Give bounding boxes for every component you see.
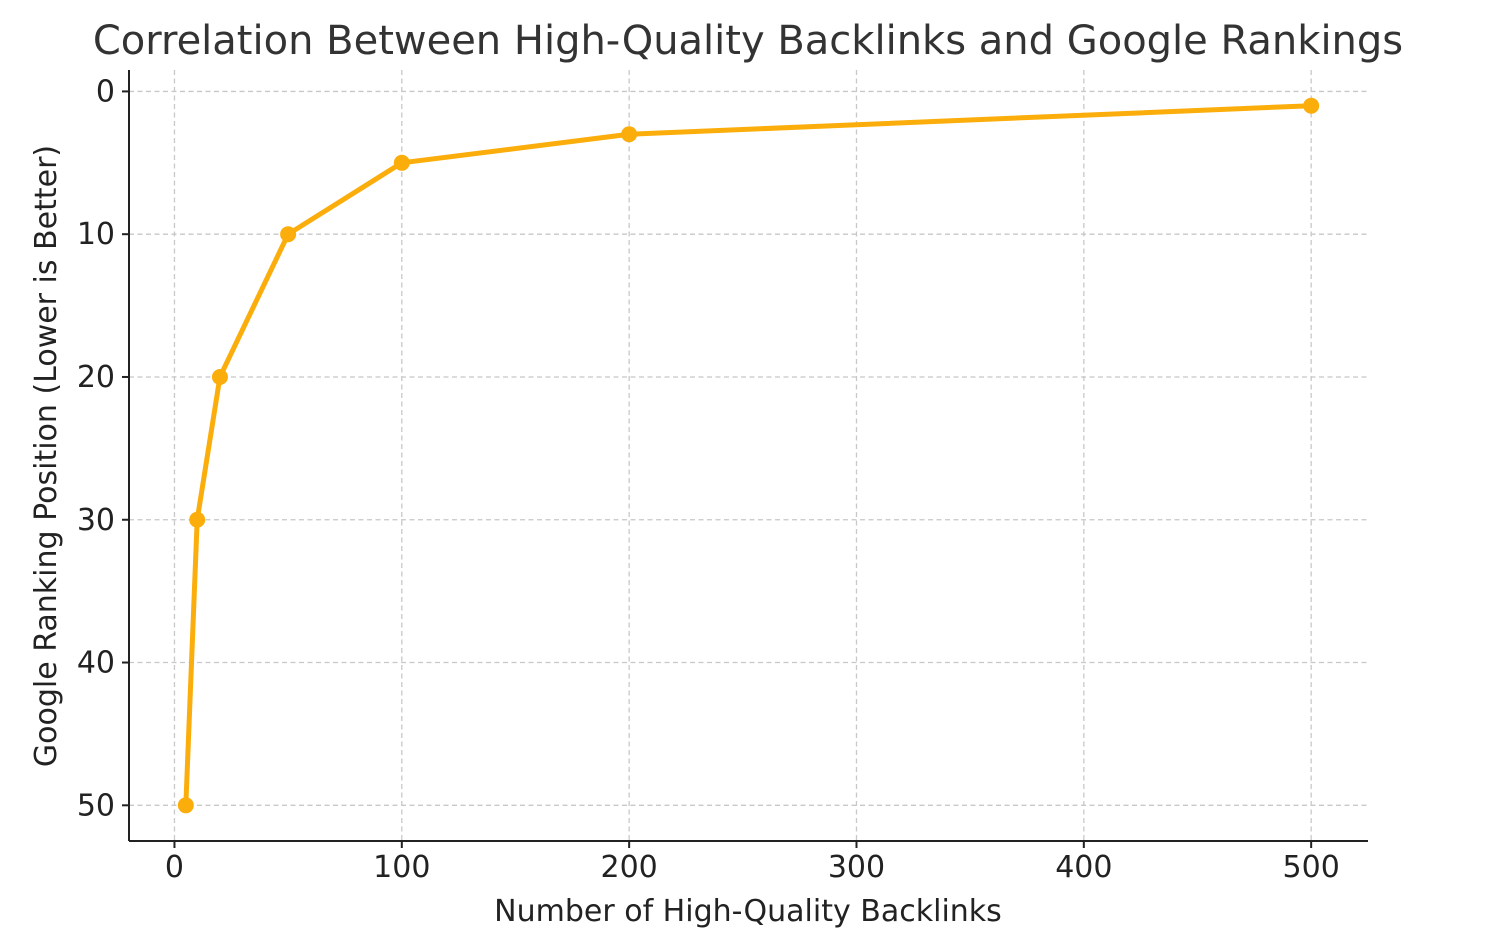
- axes-layer: [128, 70, 1368, 842]
- data-point-5: [177, 797, 194, 814]
- data-point-100: [393, 154, 410, 171]
- y-tick-label-0: 0: [96, 74, 115, 109]
- data-point-50: [280, 226, 297, 243]
- series-line-0: [183, 103, 1314, 808]
- x-tick-label-100: 100: [373, 850, 430, 885]
- data-point-10: [189, 511, 206, 528]
- x-axis-label: Number of High-Quality Backlinks: [494, 894, 1002, 929]
- x-tick-label-500: 500: [1283, 850, 1340, 885]
- y-tick-label-10: 10: [77, 217, 115, 252]
- x-tick-label-200: 200: [601, 850, 658, 885]
- chart-title: Correlation Between High-Quality Backlin…: [93, 18, 1403, 64]
- x-tick-label-300: 300: [828, 850, 885, 885]
- y-tick-label-30: 30: [77, 503, 115, 538]
- data-point-500: [1303, 97, 1320, 114]
- x-tick-label-400: 400: [1055, 850, 1112, 885]
- y-tick-label-40: 40: [77, 646, 115, 681]
- grid-layer: [129, 70, 1368, 841]
- y-tick-label-20: 20: [77, 360, 115, 395]
- ticks-layer: 0 100 200 300 400 500 0 10 20 30 40 50: [77, 74, 1340, 885]
- x-tick-label-0: 0: [165, 850, 184, 885]
- data-point-20: [211, 368, 228, 385]
- data-point-200: [621, 126, 638, 143]
- y-tick-label-50: 50: [77, 788, 115, 823]
- y-axis-label: Google Ranking Position (Lower is Better…: [29, 145, 64, 767]
- series-layer: [177, 97, 1320, 814]
